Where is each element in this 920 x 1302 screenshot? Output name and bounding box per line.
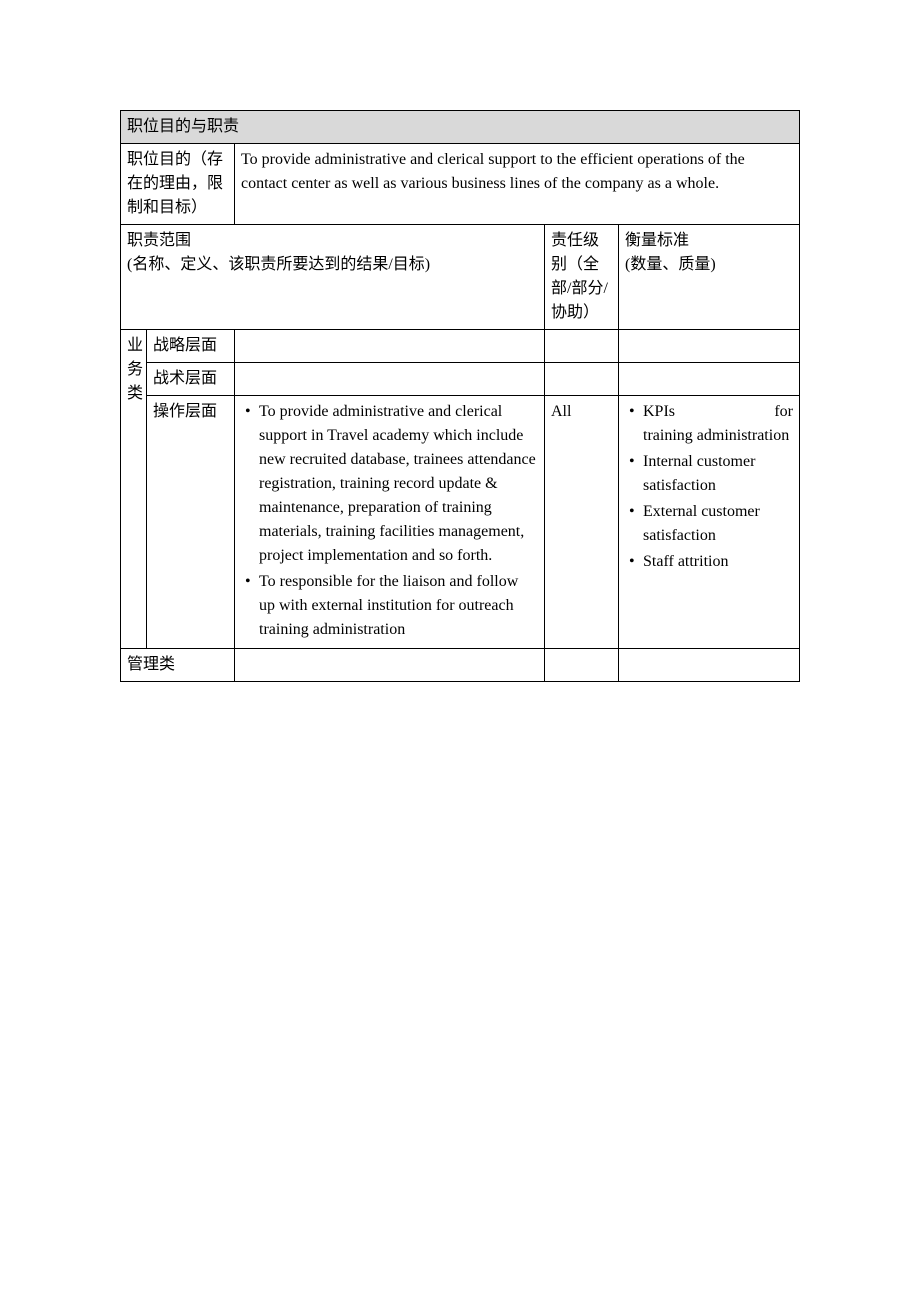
kpi-bullet-3: External customer satisfaction — [625, 500, 793, 548]
measure-label-line2: (数量、质量) — [625, 256, 716, 273]
job-description-table: 职位目的与职责 职位目的（存在的理由，限制和目标） To provide adm… — [120, 110, 800, 682]
operational-level-label: 操作层面 — [147, 396, 235, 649]
kpi-bullet-2: Internal customer satisfaction — [625, 450, 793, 498]
management-measure-cell — [619, 649, 800, 682]
strategic-row: 业务类 战略层面 — [121, 330, 800, 363]
operational-bullet-1: To provide administrative and clerical s… — [241, 400, 538, 568]
business-category-cell: 业务类 — [121, 330, 147, 649]
management-category-cell: 管理类 — [121, 649, 235, 682]
kpi-bullet-1: KPIs for training administration — [625, 400, 793, 448]
operational-responsibility-cell: All — [545, 396, 619, 649]
purpose-row: 职位目的（存在的理由，限制和目标） To provide administrat… — [121, 144, 800, 225]
operational-measure-cell: KPIs for training administration Internal… — [619, 396, 800, 649]
tactical-scope-cell — [235, 363, 545, 396]
tactical-responsibility-cell — [545, 363, 619, 396]
scope-label-line1: 职责范围 — [127, 232, 191, 249]
section-header: 职位目的与职责 — [121, 111, 800, 144]
management-row: 管理类 — [121, 649, 800, 682]
operational-scope-cell: To provide administrative and clerical s… — [235, 396, 545, 649]
section-header-row: 职位目的与职责 — [121, 111, 800, 144]
management-responsibility-cell — [545, 649, 619, 682]
operational-row: 操作层面 To provide administrative and cleri… — [121, 396, 800, 649]
management-scope-cell — [235, 649, 545, 682]
operational-bullet-2: To responsible for the liaison and follo… — [241, 570, 538, 642]
column-headers-row: 职责范围 (名称、定义、该职责所要达到的结果/目标) 责任级别（全部/部分/协助… — [121, 225, 800, 330]
scope-label-line2: (名称、定义、该职责所要达到的结果/目标) — [127, 256, 430, 273]
responsibility-level-header: 责任级别（全部/部分/协助） — [545, 225, 619, 330]
kpi-bullet-4: Staff attrition — [625, 550, 793, 574]
strategic-scope-cell — [235, 330, 545, 363]
strategic-level-label: 战略层面 — [147, 330, 235, 363]
purpose-text: To provide administrative and clerical s… — [235, 144, 800, 225]
tactical-measure-cell — [619, 363, 800, 396]
kpi-line2: training administration — [643, 424, 789, 448]
strategic-responsibility-cell — [545, 330, 619, 363]
tactical-level-label: 战术层面 — [147, 363, 235, 396]
scope-header: 职责范围 (名称、定义、该职责所要达到的结果/目标) — [121, 225, 545, 330]
tactical-row: 战术层面 — [121, 363, 800, 396]
kpi-line1: KPIs for — [643, 403, 793, 420]
kpi-bullet-list: KPIs for training administration Internal… — [625, 400, 793, 574]
operational-bullet-list: To provide administrative and clerical s… — [241, 400, 538, 642]
measure-header: 衡量标准 (数量、质量) — [619, 225, 800, 330]
measure-label-line1: 衡量标准 — [625, 232, 689, 249]
strategic-measure-cell — [619, 330, 800, 363]
purpose-label: 职位目的（存在的理由，限制和目标） — [121, 144, 235, 225]
